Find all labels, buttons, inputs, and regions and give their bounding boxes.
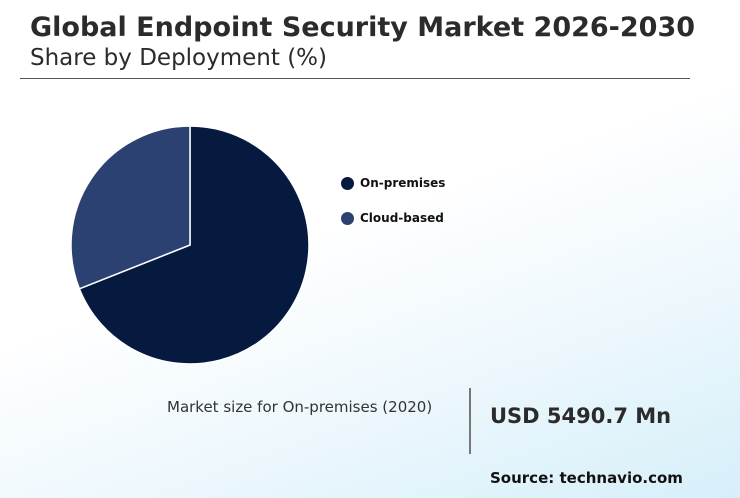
pie-slice-on-premises [78, 125, 310, 365]
callout-divider [469, 388, 471, 454]
legend-label: Cloud-based [360, 211, 444, 225]
pie-chart-area [60, 115, 320, 375]
legend-item: Cloud-based [341, 207, 445, 229]
legend-swatch [341, 176, 354, 190]
header-divider [20, 78, 690, 79]
chart-legend: On-premises Cloud-based [341, 172, 445, 242]
market-size-value: USD 5490.7 Mn [490, 404, 672, 428]
legend-item: On-premises [341, 172, 445, 194]
chart-title: Global Endpoint Security Market 2026-203… [30, 12, 696, 43]
chart-subtitle: Share by Deployment (%) [30, 45, 328, 71]
legend-label: On-premises [360, 176, 446, 190]
pie-slice-cloud-based [70, 125, 191, 290]
legend-swatch [341, 211, 354, 225]
market-size-label: Market size for On-premises (2020) [167, 398, 433, 416]
source-credit: Source: technavio.com [490, 469, 683, 487]
pie-chart [70, 125, 310, 365]
